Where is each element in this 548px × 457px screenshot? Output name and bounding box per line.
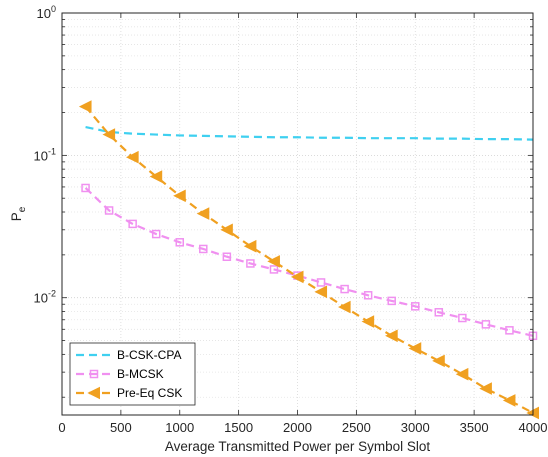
x-tick-label: 3500 [460, 420, 489, 435]
legend-marker [89, 369, 99, 379]
legend-label: B-MCSK [117, 367, 164, 381]
y-axis-label: Pe [9, 206, 28, 221]
y-tick-label-exponent: 0 [51, 4, 56, 14]
data-point [337, 300, 351, 314]
y-tick-label-base: 10 [37, 6, 51, 21]
legend-item: B-CSK-CPA [76, 348, 181, 362]
data-point [408, 342, 422, 355]
data-point [432, 354, 445, 368]
y-tick-label: 10-2 [34, 289, 56, 306]
legend-label: Pre-Eq CSK [117, 386, 182, 400]
grid [61, 12, 534, 415]
data-point [290, 270, 304, 284]
data-point [502, 394, 516, 407]
x-tick-label: 2500 [342, 420, 371, 435]
x-tick-label: 1000 [165, 420, 194, 435]
x-tick-label: 3000 [401, 420, 430, 435]
y-tick-label: 100 [37, 4, 56, 21]
x-tick-label: 1500 [224, 420, 253, 435]
y-tick-label-exponent: -1 [48, 146, 56, 156]
data-point [434, 308, 444, 317]
legend-label: B-CSK-CPA [117, 348, 181, 362]
legend: B-CSK-CPA B-MCSK Pre-Eq CSK [69, 342, 196, 406]
series-b-csk-cpa [85, 125, 534, 141]
data-point [267, 255, 280, 268]
data-point [340, 284, 349, 294]
legend-marker [87, 386, 100, 400]
data-point [385, 329, 398, 343]
data-point [173, 189, 186, 203]
data-point [479, 382, 492, 395]
y-axis-label-subscript: e [17, 206, 28, 212]
y-tick-label-exponent: -2 [48, 289, 56, 299]
y-tick-label: 10-1 [34, 146, 56, 163]
svg-text:Pe: Pe [9, 206, 28, 221]
y-tick-label-base: 10 [34, 291, 48, 306]
axis-ticks [61, 12, 534, 415]
series-layer [78, 100, 539, 420]
x-tick-labels: 0 500 1000 1500 2000 2500 3000 3500 4000 [58, 420, 547, 435]
legend-item: Pre-Eq CSK [76, 386, 182, 400]
x-tick-label: 0 [58, 420, 65, 435]
data-point [151, 229, 161, 239]
data-point [455, 367, 469, 381]
data-point [316, 278, 326, 287]
series-line [85, 125, 534, 141]
data-point [387, 296, 396, 306]
data-point [102, 128, 116, 141]
data-point [149, 170, 163, 183]
data-point [246, 259, 255, 268]
data-point [199, 244, 208, 254]
data-point [222, 252, 232, 261]
y-tick-label-base: 10 [34, 148, 48, 163]
x-tick-label: 4000 [519, 420, 548, 435]
data-point [411, 302, 420, 311]
data-point [458, 313, 467, 323]
series-pre-eq-csk [78, 100, 539, 420]
data-point [128, 219, 137, 229]
data-point [314, 285, 328, 299]
data-point [505, 326, 514, 335]
data-point [363, 291, 373, 300]
x-tick-label: 500 [110, 420, 132, 435]
data-point [243, 239, 257, 253]
data-point [175, 238, 184, 247]
data-point [81, 183, 90, 193]
data-point [126, 150, 139, 164]
data-point [196, 207, 210, 220]
data-point [481, 320, 491, 329]
y-axis-label-main: P [9, 212, 24, 221]
x-tick-label: 2000 [283, 420, 312, 435]
data-point [78, 100, 92, 113]
data-point [361, 315, 375, 328]
legend-item: B-MCSK [76, 367, 164, 381]
x-axis-label: Average Transmitted Power per Symbol Slo… [165, 439, 431, 454]
data-point [104, 206, 114, 215]
data-point [269, 265, 279, 274]
data-point [220, 223, 233, 237]
